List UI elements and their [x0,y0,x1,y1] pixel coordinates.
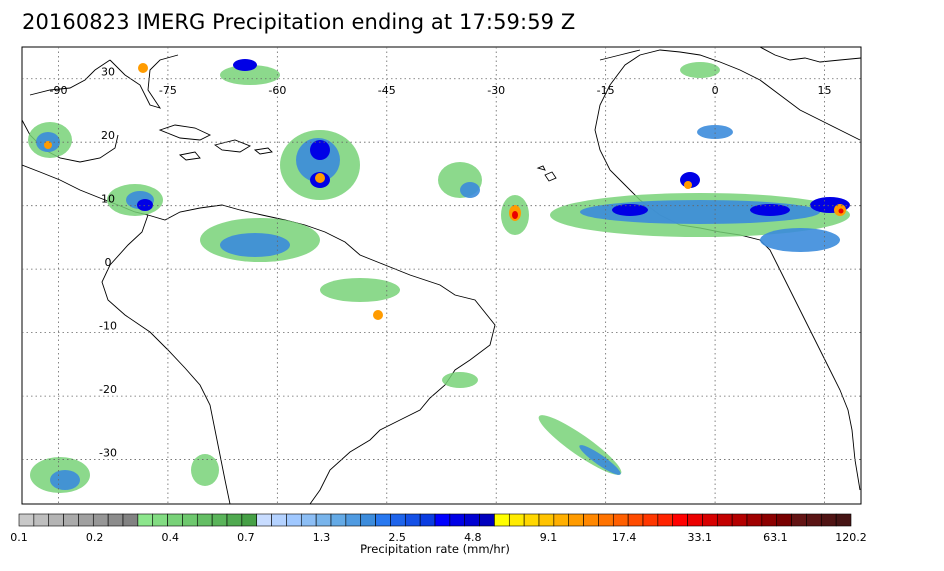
latitude-label: -30 [99,447,117,460]
longitude-label: -90 [49,84,67,97]
longitude-label: 0 [712,84,719,97]
graticule [22,47,861,504]
longitude-label: -30 [487,84,505,97]
precipitation-field [28,59,850,493]
latitude-label: -10 [99,320,117,333]
latitude-label: -20 [99,383,117,396]
longitude-label: -15 [597,84,615,97]
longitude-label: 15 [818,84,832,97]
latitude-label: 20 [101,129,115,142]
longitude-label: -60 [268,84,286,97]
longitude-label: -45 [378,84,396,97]
map-frame [21,46,862,505]
longitude-labels: -90 -75 -60 -45 -30 -15 0 15 [49,84,831,97]
latitude-label: 10 [101,193,115,206]
latitude-label: 0 [105,256,112,269]
coastlines [22,47,861,504]
latitude-labels: 30 20 10 0 -10 -20 -30 [99,66,117,460]
latitude-label: 30 [101,66,115,79]
map-title: 20160823 IMERG Precipitation ending at 1… [22,10,576,34]
longitude-label: -75 [159,84,177,97]
